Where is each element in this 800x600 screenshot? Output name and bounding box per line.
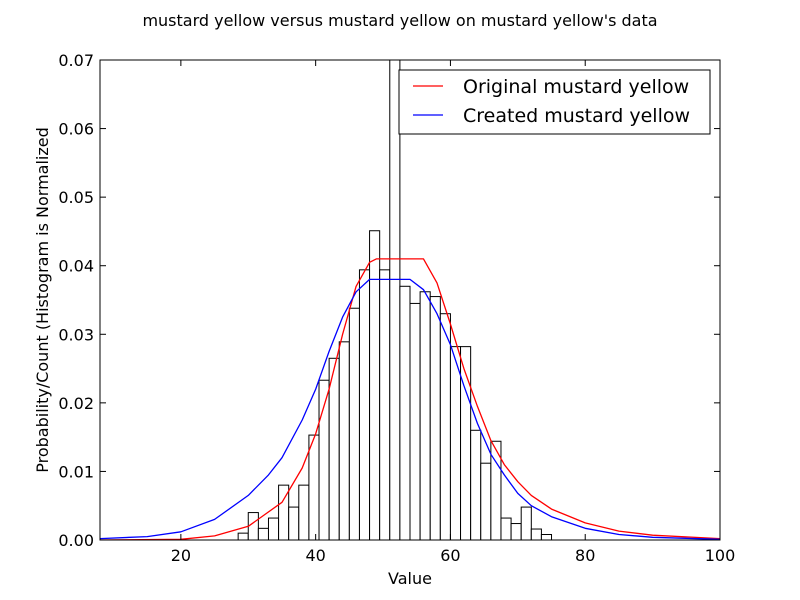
x-tick-label: 40 [305,546,325,565]
series-line-1 [100,278,720,540]
histogram-bar [267,517,280,540]
x-tick-label: 20 [171,546,191,565]
histogram-bar [470,429,482,540]
y-axis-label: Probability/Count (Histogram is Normaliz… [33,127,52,473]
histogram-bars [237,60,553,540]
histogram-bar [409,302,421,540]
histogram-bar [369,230,381,540]
x-tick-label: 80 [575,546,595,565]
y-tick-label: 0.07 [58,51,94,70]
x-axis-label: Value [388,569,432,588]
histogram-bar [328,357,340,540]
legend: Original mustard yellow Created mustard … [398,69,711,135]
x-tick-label: 60 [440,546,460,565]
histogram-bar [399,285,411,540]
histogram-bar [500,517,512,540]
y-tick-label: 0.00 [58,531,94,550]
y-tick-label: 0.02 [58,394,94,413]
series-lines [100,258,720,540]
y-tick-label: 0.04 [58,257,94,276]
histogram-bar [540,534,553,540]
legend-box [398,69,711,135]
x-axis-ticks: 20 40 60 80 100 [171,60,736,565]
histogram-bar [257,527,269,540]
histogram-bar [338,341,350,540]
histogram-bar [298,484,310,540]
histogram-bar [348,307,360,540]
x-tick-label: 100 [705,546,736,565]
y-axis-ticks: 0.00 0.01 0.02 0.03 0.04 0.05 0.06 0.07 [58,51,720,550]
histogram-bar [510,523,522,540]
y-tick-label: 0.03 [58,325,94,344]
histogram-bar [389,60,401,540]
histogram-bar [460,346,472,540]
y-tick-label: 0.06 [58,120,94,139]
histogram-bar [288,506,300,540]
histogram-bar [247,512,259,540]
histogram-bar [530,528,542,540]
series-line-0 [100,258,720,540]
y-tick-label: 0.01 [58,462,94,481]
legend-label-created: Created mustard yellow [463,105,690,127]
histogram-bar [480,462,492,540]
histogram-bar [520,506,532,540]
histogram-bar [358,269,371,540]
histogram-bar [449,346,462,540]
histogram-bar [429,296,441,540]
histogram-bar [237,532,249,540]
histogram-bar [490,440,502,540]
histogram-bar [419,291,431,540]
plot-frame [99,59,721,541]
chart-title: mustard yellow versus mustard yellow on … [142,11,657,30]
histogram-bar [379,269,391,540]
legend-label-original: Original mustard yellow [463,76,689,98]
histogram-bar [439,313,451,540]
y-tick-label: 0.05 [58,188,94,207]
histogram-bar [308,434,320,540]
